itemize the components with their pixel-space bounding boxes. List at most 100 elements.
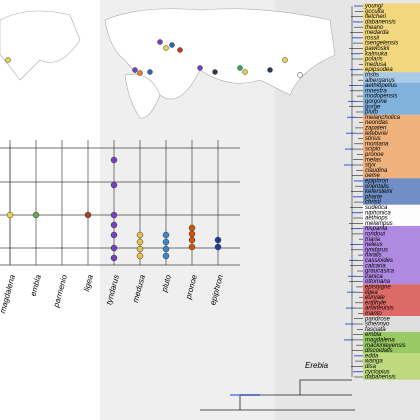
tip-label: graucasica: [365, 269, 395, 275]
tip-label: triaria: [365, 237, 381, 243]
tip-label: ligea: [365, 290, 378, 296]
tip-label: epistygne: [365, 284, 391, 290]
tip-label: montana: [365, 141, 389, 147]
dot: [188, 230, 196, 238]
tip-label: pandrose: [364, 316, 391, 322]
tip-label: magdalena: [365, 337, 395, 343]
tip-label: scipio: [365, 147, 381, 153]
tip-label: pharte: [364, 194, 383, 200]
clade-band: [363, 331, 420, 354]
clade-band: [363, 353, 420, 380]
clade-band: [363, 316, 420, 332]
tip-label: theano: [365, 25, 384, 31]
clade-band: [363, 114, 420, 179]
clade-band: [363, 284, 420, 317]
dot: [188, 243, 196, 251]
tip-label: ananeuisis: [365, 306, 394, 312]
map-point: [267, 67, 273, 73]
phylogeny: youngioccultafletcheridabanensistheanome…: [200, 3, 420, 411]
tip-label: manto: [365, 311, 382, 317]
tip-label: cyclopius: [365, 369, 390, 375]
landmass: [0, 10, 81, 81]
tip-label: mackinleyensis: [365, 343, 406, 349]
tip-label: pluto: [364, 110, 379, 116]
map-point: [163, 45, 169, 51]
tip-label: youngi: [364, 4, 383, 10]
dot: [188, 224, 196, 232]
tip-label: claudina: [365, 168, 388, 174]
dot: [110, 181, 118, 189]
tip-label: iranica: [365, 274, 383, 280]
tip-label: christi: [365, 200, 381, 206]
dot: [162, 238, 170, 246]
map-point: [137, 70, 143, 76]
map-point: [132, 67, 138, 73]
tip-label: mnestra: [365, 88, 387, 94]
tip-label: dabanensis: [365, 375, 396, 381]
clade-band: [363, 204, 420, 226]
tip-label: pronoe: [364, 152, 384, 158]
tip-label: niphonica: [365, 210, 391, 216]
tip-label: epipsodea: [365, 67, 393, 73]
map-point: [197, 65, 203, 71]
tip-label: gorge: [365, 104, 381, 110]
tip-label: wanga: [365, 359, 383, 365]
map-point: [242, 69, 248, 75]
tip-label: sudetica: [365, 205, 388, 211]
tip-label: disa: [365, 364, 377, 370]
dot: [162, 245, 170, 253]
tip-label: epiphron: [365, 178, 389, 184]
tip-label: polaris: [364, 57, 383, 63]
map-point: [147, 69, 153, 75]
tip-label: neleus: [365, 242, 383, 248]
map-points: [5, 39, 303, 78]
dot: [136, 238, 144, 246]
clade-band: [363, 225, 420, 285]
tip-label: tristis: [365, 72, 379, 78]
tip-label: sthennyo: [365, 322, 390, 328]
tip-label: embla: [365, 332, 382, 338]
tip-label: orientalis: [365, 184, 389, 190]
dot: [188, 236, 196, 244]
tip-label: tyndarus: [365, 247, 388, 253]
tip-label: kalmuka: [365, 51, 388, 57]
basal-branches: [200, 379, 355, 411]
tip-label: zapateri: [364, 125, 387, 131]
dot: [110, 211, 118, 219]
map-point: [5, 57, 11, 63]
dot: [32, 211, 40, 219]
dot: [6, 211, 14, 219]
map-point: [177, 47, 183, 53]
clade-band: [363, 72, 420, 83]
clade-band: [363, 82, 420, 115]
landmass: [124, 73, 161, 119]
tip-label: gorgone: [365, 99, 388, 105]
dot: [214, 236, 222, 244]
clade-band: [363, 178, 420, 205]
tip-label: aethiopellus: [365, 83, 397, 89]
tip-label: lefebvrei: [365, 131, 388, 137]
tip-label: nivalis: [365, 253, 382, 259]
tip-label: fletcheri: [365, 14, 387, 20]
dot: [136, 252, 144, 260]
tip-label: modopensis: [365, 94, 397, 100]
tip-label: melampus: [365, 221, 393, 227]
dot: [136, 245, 144, 253]
tip-label: euryale: [365, 295, 385, 301]
tip-label: discoidalis: [365, 348, 393, 354]
map-point: [157, 39, 163, 45]
dot: [136, 231, 144, 239]
x-label: ligea: [82, 273, 95, 292]
map-point: [237, 65, 243, 71]
tip-label: tsengelensis: [365, 41, 398, 47]
tip-label: aethiops: [365, 216, 388, 222]
tip-label: rondoui: [365, 231, 386, 237]
map-point: [297, 72, 303, 78]
map-point: [282, 57, 288, 63]
tip-label: neoridas: [365, 120, 388, 126]
tip-label: edda: [365, 353, 379, 359]
tip-label: melancholica: [365, 115, 401, 121]
tip-label: medarda: [365, 30, 389, 36]
clade-band: [363, 3, 420, 73]
